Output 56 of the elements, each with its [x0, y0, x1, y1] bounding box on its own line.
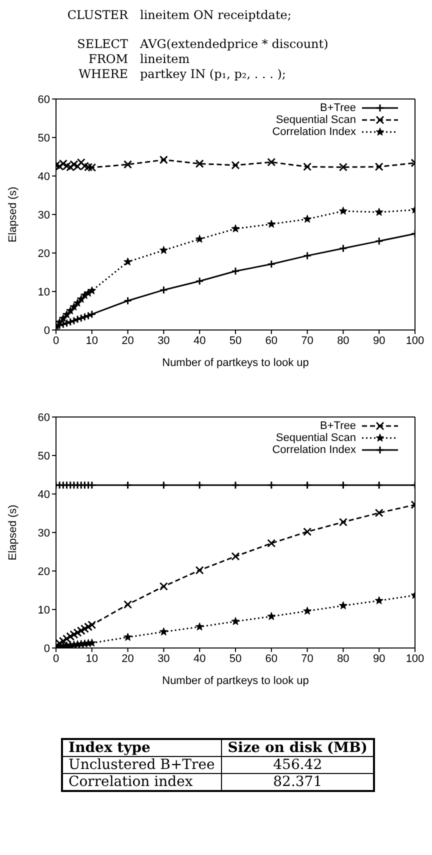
y-tick-label: 60: [38, 94, 50, 106]
x-tick-label: 80: [337, 652, 350, 665]
x-tick-label: 0: [52, 334, 60, 347]
x-tick-label: 0: [52, 652, 60, 665]
legend-label: B+Tree: [320, 420, 356, 432]
x-tick-label: 60: [265, 334, 278, 347]
legend-label: B+Tree: [320, 102, 356, 114]
x-tick-label: 30: [158, 652, 170, 665]
y-axis-title: Elapsed (s): [6, 504, 19, 560]
x-tick-label: 90: [372, 652, 386, 665]
data-label: 456.42: [221, 756, 374, 774]
y-tick-label: 50: [38, 450, 50, 462]
legend-label: Correlation Index: [272, 444, 356, 456]
y-axis-title: Elapsed (s): [6, 186, 19, 242]
y-tick-label: 40: [38, 488, 50, 501]
y-tick-label: 30: [38, 527, 50, 540]
text: Index type: [62, 739, 222, 756]
x-tick-label: 70: [301, 652, 314, 665]
text: CLUSTER lineitem ON receiptdate;: [66, 8, 292, 23]
x-tick-label: 60: [265, 652, 278, 665]
y-tick-label: 40: [38, 170, 50, 183]
x-tick-label: 90: [372, 334, 386, 347]
x-tick-label: 10: [86, 652, 98, 665]
x-tick-label: 20: [122, 652, 134, 665]
text: Size on disk (MB): [221, 739, 374, 756]
x-tick-label: 50: [229, 652, 242, 665]
y-tick-label: 0: [44, 324, 50, 337]
x-tick-label: 80: [337, 334, 350, 347]
y-tick-label: 30: [38, 209, 50, 222]
legend-label: Sequential Scan: [276, 114, 356, 126]
legend-label: Correlation Index: [272, 126, 356, 138]
data-label: 82.371: [221, 774, 374, 791]
x-tick-label: 20: [122, 334, 134, 347]
x-axis-title: Number of partkeys to look up: [162, 357, 309, 369]
x-axis-title: Number of partkeys to look up: [162, 675, 309, 687]
y-tick-label: 20: [38, 566, 50, 578]
text: SELECT AVG(extendedprice * discount): [76, 37, 328, 52]
x-tick-label: 40: [193, 334, 206, 347]
text: FROM lineitem: [88, 52, 190, 67]
x-tick-label: 100: [406, 652, 424, 665]
text: WHERE partkey IN (p₁, p₂, . . . );: [78, 67, 286, 82]
y-tick-label: 0: [44, 642, 50, 655]
x-tick-label: 70: [301, 334, 314, 347]
y-tick-label: 50: [38, 132, 50, 144]
y-tick-label: 20: [38, 248, 50, 260]
x-tick-label: 50: [229, 334, 242, 347]
legend-label: Sequential Scan: [276, 432, 356, 444]
y-tick-label: 10: [38, 604, 50, 616]
category-label: Unclustered B+Tree: [62, 756, 222, 774]
x-tick-label: 30: [158, 334, 170, 347]
x-tick-label: 10: [86, 334, 98, 347]
category-label: Correlation index: [62, 774, 222, 791]
x-tick-label: 100: [406, 334, 424, 347]
x-tick-label: 40: [193, 652, 206, 665]
y-tick-label: 10: [38, 286, 50, 298]
y-tick-label: 60: [38, 412, 50, 424]
